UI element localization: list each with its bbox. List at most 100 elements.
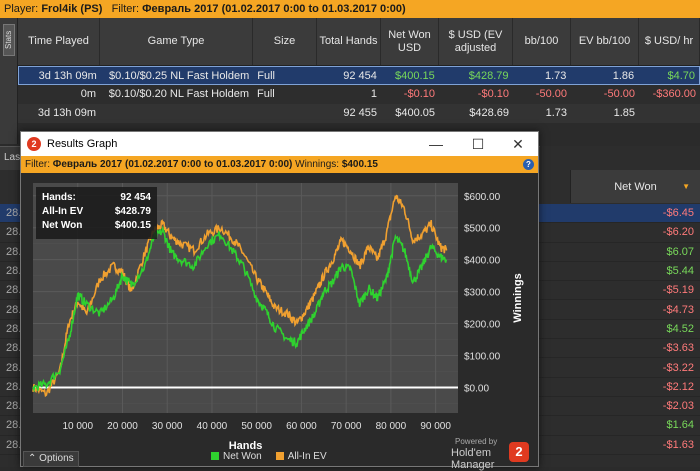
- column-header[interactable]: $ USD (EV adjusted: [439, 18, 513, 65]
- allin-ev-label: All-In EV: [42, 205, 83, 219]
- legend-label-net-won: Net Won: [223, 451, 262, 462]
- session-date: 28.: [6, 439, 21, 451]
- winnings-value: $400.15: [342, 159, 378, 170]
- column-header[interactable]: Total Hands: [317, 18, 381, 65]
- results-chart: $0.00$100.00$200.00$300.00$400.00$500.00…: [21, 173, 538, 466]
- winnings-label: Winnings:: [295, 159, 339, 170]
- y-tick-label: $500.00: [464, 224, 501, 235]
- player-name[interactable]: Frol4ik (PS): [41, 3, 102, 15]
- sessions-tab[interactable]: Las: [4, 152, 20, 163]
- x-tick-label: 80 000: [376, 421, 407, 432]
- table-cell: $428.79: [439, 67, 513, 84]
- column-header[interactable]: EV bb/100: [571, 18, 639, 65]
- session-net-won: -$3.22: [663, 362, 694, 374]
- session-date: 28.: [6, 342, 21, 354]
- x-tick-label: 90 000: [420, 421, 451, 432]
- table-cell: Full: [253, 67, 317, 84]
- table-cell: [639, 104, 700, 123]
- legend-swatch-net-won: [211, 452, 219, 460]
- session-date: 28.: [6, 226, 21, 238]
- filter-value[interactable]: Февраль 2017 (01.02.2017 0:00 to 01.03.2…: [142, 3, 406, 15]
- column-header[interactable]: Time Played: [18, 18, 100, 65]
- column-header[interactable]: Size: [253, 18, 317, 65]
- column-header[interactable]: Game Type: [100, 18, 253, 65]
- session-net-won: -$4.73: [663, 304, 694, 316]
- graph-filter-value[interactable]: Февраль 2017 (01.02.2017 0:00 to 01.03.2…: [53, 159, 293, 170]
- session-date: 28.: [6, 400, 21, 412]
- x-tick-label: 20 000: [107, 421, 138, 432]
- y-tick-label: $400.00: [464, 256, 501, 267]
- x-tick-label: 50 000: [241, 421, 272, 432]
- table-cell: Full: [253, 85, 317, 104]
- session-date: 28.: [6, 323, 21, 335]
- session-date: 28.: [6, 419, 21, 431]
- chart-legend: Net Won All-In EV: [211, 451, 327, 462]
- x-tick-label: 40 000: [197, 421, 228, 432]
- session-date: 28.: [6, 265, 21, 277]
- session-net-won: -$3.63: [663, 342, 694, 354]
- session-date: 28.: [6, 207, 21, 219]
- options-button[interactable]: ⌃ Options: [23, 451, 79, 467]
- table-cell: 0m: [18, 85, 100, 104]
- session-net-won: $1.64: [666, 419, 694, 431]
- table-cell: $0.10/$0.20 NL Fast Holdem: [100, 85, 253, 104]
- table-cell: 1.86: [570, 67, 638, 84]
- powered-by-label: Powered by: [455, 437, 497, 446]
- table-cell: 1.85: [571, 104, 639, 123]
- y-tick-label: $100.00: [464, 352, 501, 363]
- column-header[interactable]: Net Won USD: [381, 18, 439, 65]
- side-panel: Stats: [0, 18, 18, 144]
- table-cell: -50.00: [513, 85, 571, 104]
- table-cell: $4.70: [638, 67, 699, 84]
- session-net-won: -$2.03: [663, 400, 694, 412]
- session-net-won: -$1.63: [663, 439, 694, 451]
- session-net-won: $5.44: [666, 265, 694, 277]
- table-cell: $0.10/$0.25 NL Fast Holdem: [101, 67, 254, 84]
- column-header-net-won[interactable]: Net Won▼: [570, 170, 700, 203]
- minimize-icon[interactable]: —: [419, 132, 453, 156]
- allin-ev-value: $428.79: [115, 205, 151, 219]
- window-titlebar[interactable]: 2 Results Graph — ☐ ✕: [21, 132, 538, 156]
- results-graph-window: 2 Results Graph — ☐ ✕ Filter: Февраль 20…: [20, 131, 539, 467]
- hands-label: Hands:: [42, 191, 76, 205]
- table-cell: 3d 13h 09m: [18, 104, 100, 123]
- table-cell: 92 455: [317, 104, 381, 123]
- net-won-value: $400.15: [115, 219, 151, 233]
- session-date: 28.: [6, 284, 21, 296]
- legend-swatch-allin-ev: [276, 452, 284, 460]
- maximize-icon[interactable]: ☐: [461, 132, 495, 156]
- app-logo-icon: 2: [27, 137, 41, 151]
- x-tick-label: 10 000: [62, 421, 93, 432]
- graph-filter-bar: Filter: Февраль 2017 (01.02.2017 0:00 to…: [21, 156, 538, 173]
- table-cell: 3d 13h 09m: [19, 67, 101, 84]
- stats-overlay: Hands: 92 454 All-In EV $428.79 Net Won $40…: [36, 187, 157, 239]
- powered-by: Powered by Hold'em Manager 2: [445, 437, 537, 467]
- session-net-won: $4.52: [666, 323, 694, 335]
- table-cell: $400.15: [381, 67, 439, 84]
- session-net-won: -$2.12: [663, 381, 694, 393]
- stats-tab[interactable]: Stats: [3, 24, 15, 56]
- legend-net-won[interactable]: Net Won: [211, 451, 262, 462]
- help-icon[interactable]: ?: [523, 159, 534, 170]
- net-won-label: Net Won: [42, 219, 82, 233]
- close-icon[interactable]: ✕: [501, 132, 535, 156]
- legend-allin-ev[interactable]: All-In EV: [276, 451, 327, 462]
- table-cell: -$0.10: [381, 85, 439, 104]
- brand-logo-icon: 2: [509, 442, 529, 462]
- column-header[interactable]: $ USD/ hr: [639, 18, 700, 65]
- session-net-won: -$6.20: [663, 226, 694, 238]
- hands-value: 92 454: [120, 191, 151, 205]
- table-cell: 1: [317, 85, 381, 104]
- table-cell: $428.69: [439, 104, 513, 123]
- table-cell: -$360.00: [639, 85, 700, 104]
- y-tick-label: $300.00: [464, 288, 501, 299]
- session-net-won: -$5.19: [663, 284, 694, 296]
- column-header[interactable]: bb/100: [513, 18, 571, 65]
- table-cell: -50.00: [571, 85, 639, 104]
- session-net-won: $6.07: [666, 246, 694, 258]
- table-cell: [253, 104, 317, 123]
